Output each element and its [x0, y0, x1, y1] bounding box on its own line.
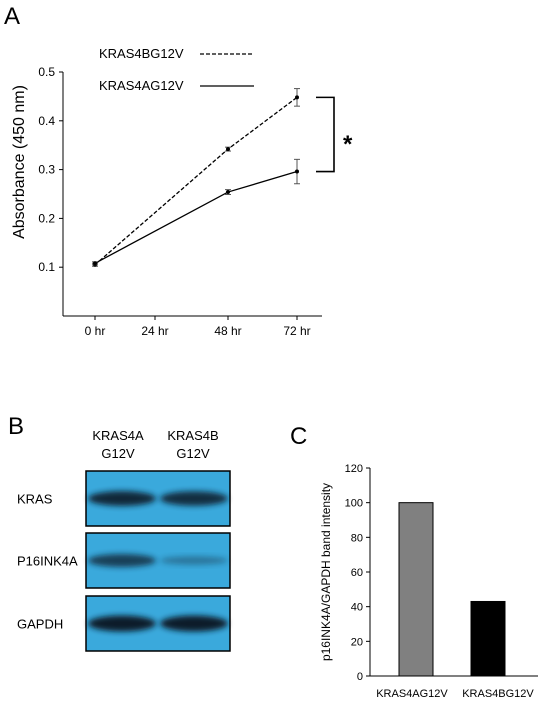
bar-kras4ag12v — [398, 502, 434, 677]
x-tick-label-a: 48 hr — [214, 324, 241, 338]
series-line-kras4ag12v — [94, 170, 298, 264]
blot-band — [160, 491, 228, 506]
blot-row-label-gapdh: GAPDH — [17, 617, 63, 632]
blot-row-label-kras: KRAS — [17, 492, 53, 507]
blot-band — [88, 554, 156, 567]
data-point-kras4ag12v — [295, 169, 299, 174]
y-tick-label-c: 80 — [351, 532, 363, 544]
y-tick-label-c: 60 — [351, 567, 363, 579]
x-tick-label-c: KRAS4AG12V — [376, 688, 448, 700]
western-blot: KRAS4A G12V KRAS4B G12V KRAS P16INK4A GAPD… — [17, 428, 231, 652]
significance-star: * — [343, 131, 353, 158]
y-tick-label-a: 0.4 — [38, 114, 55, 128]
lane-label-1-line2: G12V — [101, 446, 135, 461]
bar-chart-band-intensity: 0 20 40 60 80 100 120 KRAS4AG12V KRAS4BG12V p16… — [319, 463, 538, 700]
significance-bracket — [316, 96, 335, 173]
y-tick-label-c: 100 — [345, 498, 363, 510]
blot-band — [88, 615, 156, 632]
data-point-kras4bg12v — [226, 147, 230, 152]
blot-row-label-p16ink4a: P16INK4A — [17, 554, 78, 569]
y-tick-label-a: 0.1 — [38, 260, 55, 274]
lane-label-1-line1: KRAS4A — [92, 428, 144, 443]
y-tick-label-a: 0.5 — [38, 65, 55, 79]
lane-label-2-line1: KRAS4B — [167, 428, 218, 443]
y-tick-label-a: 0.2 — [38, 211, 55, 225]
y-axis-label-a: Absorbance (450 nm) — [11, 85, 28, 239]
blot-band — [160, 615, 228, 632]
data-point-kras4ag12v — [93, 261, 97, 266]
y-axis-label-c: p16INK4A/GAPDH band intensity — [319, 483, 333, 661]
legend-label-kras4bg12v: KRAS4BG12V — [99, 46, 184, 61]
bar-kras4bg12v — [470, 600, 506, 677]
x-tick-label-c: KRAS4BG12V — [462, 688, 534, 700]
x-tick-label-a: 72 hr — [283, 324, 310, 338]
blot-band — [88, 491, 156, 506]
lane-label-2-line2: G12V — [176, 446, 210, 461]
y-tick-label-a: 0.3 — [38, 163, 55, 177]
y-tick-label-c: 20 — [351, 636, 363, 648]
y-tick-label-c: 120 — [345, 463, 363, 475]
x-tick-label-a: 24 hr — [141, 324, 168, 338]
panel-label-b: B — [8, 413, 24, 440]
y-tick-label-c: 0 — [357, 671, 363, 683]
panel-label-c: C — [290, 423, 307, 450]
y-tick-label-c: 40 — [351, 602, 363, 614]
blot-band — [160, 556, 228, 565]
data-point-kras4bg12v — [295, 95, 299, 100]
legend-label-kras4ag12v: KRAS4AG12V — [99, 78, 184, 93]
data-point-kras4ag12v — [226, 190, 230, 195]
panel-label-a: A — [4, 3, 20, 30]
line-chart-absorbance: 0.1 0.2 0.3 0.4 0.5 0 hr 24 hr 48 hr 72 hr Abso… — [11, 46, 353, 338]
x-tick-label-a: 0 hr — [85, 324, 106, 338]
